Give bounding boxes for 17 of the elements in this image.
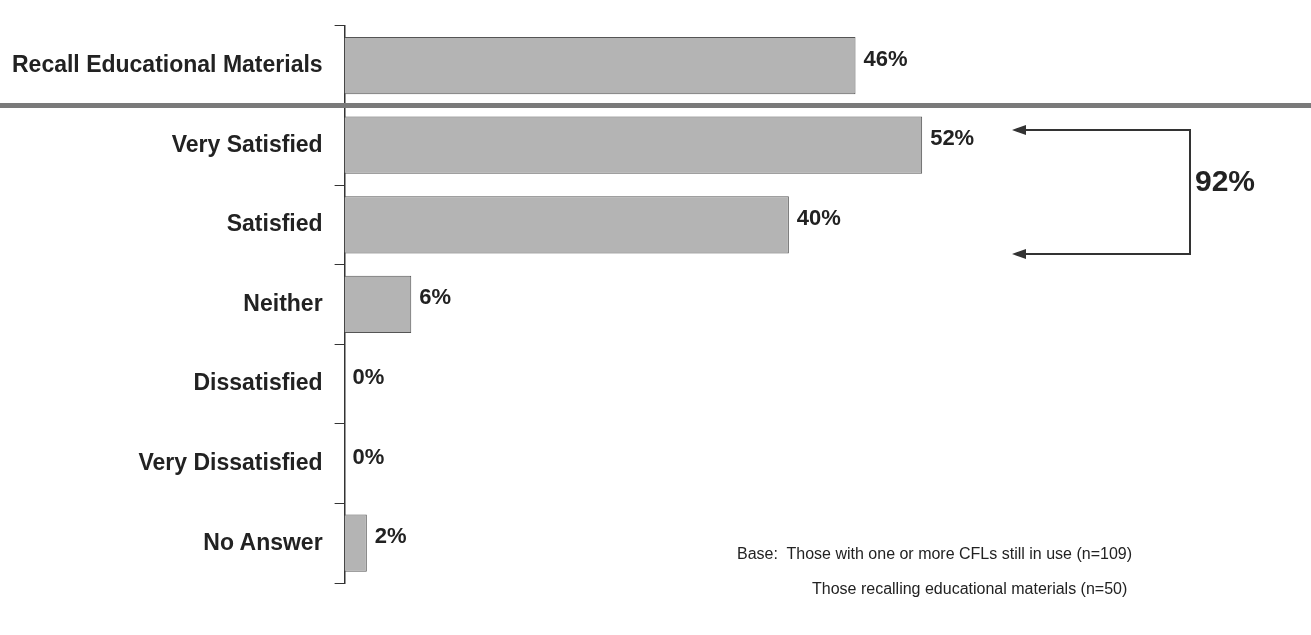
data-label: 0% (352, 443, 385, 469)
data-label: 46% (863, 45, 908, 71)
data-label: 6% (419, 284, 452, 310)
annotation: Base: Those with one or more CFLs still in use (n=109) (737, 545, 1132, 563)
y-tick-label: Neither (243, 289, 323, 316)
y-tick-label: Dissatisfied (193, 369, 323, 396)
y-tick-label: Very Dissatisfied (138, 448, 323, 475)
data-label: 0% (352, 364, 385, 390)
y-tick-label: No Answer (203, 528, 323, 555)
y-tick-label: Very Satisfied (171, 130, 323, 157)
annotation: Those recalling educational materials (n=50) (812, 580, 1128, 598)
y-tick-label: Satisfied (226, 210, 323, 237)
data-label: 40% (796, 204, 841, 230)
y-tick-label: Recall Educational Materials (11, 50, 323, 77)
text: 92% (1195, 164, 1256, 198)
data-label: 2% (374, 523, 407, 549)
data-label: 52% (930, 125, 975, 151)
